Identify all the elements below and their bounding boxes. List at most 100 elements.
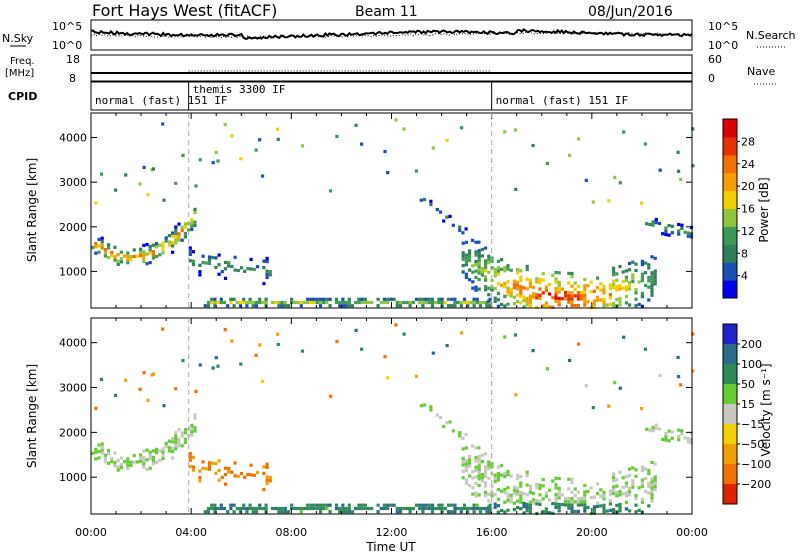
power-cell [525,264,529,268]
power-cell [151,167,156,171]
velocity-cell [233,461,237,465]
velocity-cell [450,510,454,514]
power-cell [506,302,510,306]
velocity-cell [554,476,558,480]
power-cell [548,292,552,296]
power-cell [631,260,635,264]
power-cell [484,246,488,250]
velocity-cell [107,452,111,456]
velocity-cell [148,457,152,461]
power-cell [110,254,114,258]
power-cell [532,295,536,299]
power-cell [557,271,561,275]
x-axis-title: Time UT [365,540,416,554]
velocity-cell [557,486,561,490]
power-cell [126,257,130,262]
velocity-cell [276,332,280,336]
power-cell [171,234,175,238]
velocity-cell [245,506,249,511]
power-cell [171,244,175,248]
velocity-cell [664,438,668,442]
power-cell [615,288,619,292]
velocity-cell [583,499,587,504]
velocity-cell [618,386,622,390]
velocity-cell [612,488,616,492]
velocity-cell [618,493,622,497]
power-cell [477,252,481,256]
velocity-cell [519,507,523,511]
power-cell [421,297,425,301]
power-cell [496,269,500,273]
power-cell [395,300,399,305]
freq-left-label: Freq. [10,56,35,67]
power-cell [596,276,600,280]
power-cell [360,142,364,146]
power-cell [113,255,117,259]
power-cell [341,304,345,308]
velocity-cell [103,453,107,457]
power-cell [142,165,146,169]
velocity-cell [471,486,475,490]
velocity-cell [458,434,462,438]
velocity-scatter [91,323,695,516]
power-cell [554,286,558,291]
power-cell [363,300,367,305]
power-cell [496,291,500,295]
power-cell [434,300,438,305]
velocity-cell [233,474,237,478]
power-cell [651,223,655,227]
velocity-cell [214,356,218,360]
velocity-cell [615,478,619,482]
power-cell [440,297,444,301]
velocity-cell [544,507,548,511]
velocity-cell [174,447,178,451]
power-cell [386,297,390,301]
power-cell [142,253,146,257]
noise-tick-top-right: 10^5 [708,20,738,33]
power-cell [605,303,609,307]
velocity-cell [670,430,674,434]
velocity-cell [262,487,266,492]
velocity-cell [217,468,221,473]
power-cell [398,300,403,305]
velocity-cell [440,510,444,514]
power-cell [612,301,616,306]
velocity-cell [203,510,207,514]
power-cell [487,270,491,274]
velocity-cell [360,506,364,511]
power-cell [198,273,202,277]
velocity-cell [322,503,326,507]
velocity-cell [461,436,465,440]
power-cell [276,127,280,131]
power-cell [357,300,361,305]
velocity-cell [440,506,444,511]
freq-left-unit: [MHz] [5,68,34,79]
velocity-cell [645,427,649,431]
power-cell [564,294,568,298]
velocity-cell [657,427,662,431]
velocity-cell [322,506,326,511]
colorbar-swatch [723,384,737,405]
velocity-cell [94,406,98,410]
power-cell [525,296,529,300]
power-cell [148,245,152,249]
velocity-cell [577,342,581,346]
power-cell [191,250,196,254]
power-cell [251,304,255,308]
velocity-cell [132,454,136,458]
power-cell [631,273,635,277]
power-cell [513,128,518,132]
velocity-cell [268,475,272,480]
velocity-cell [315,503,319,507]
y-tick-label: 3000 [59,382,87,395]
velocity-cell [599,488,603,492]
power-cell [618,181,622,185]
power-cell [354,300,358,305]
velocity-cell [624,494,628,498]
power-cell [516,271,520,275]
velocity-cell [119,456,123,460]
power-cell [640,263,644,267]
power-panel-background [91,113,692,308]
power-cell [440,304,444,308]
noise-tick-bottom-left: 10^0 [52,39,82,52]
